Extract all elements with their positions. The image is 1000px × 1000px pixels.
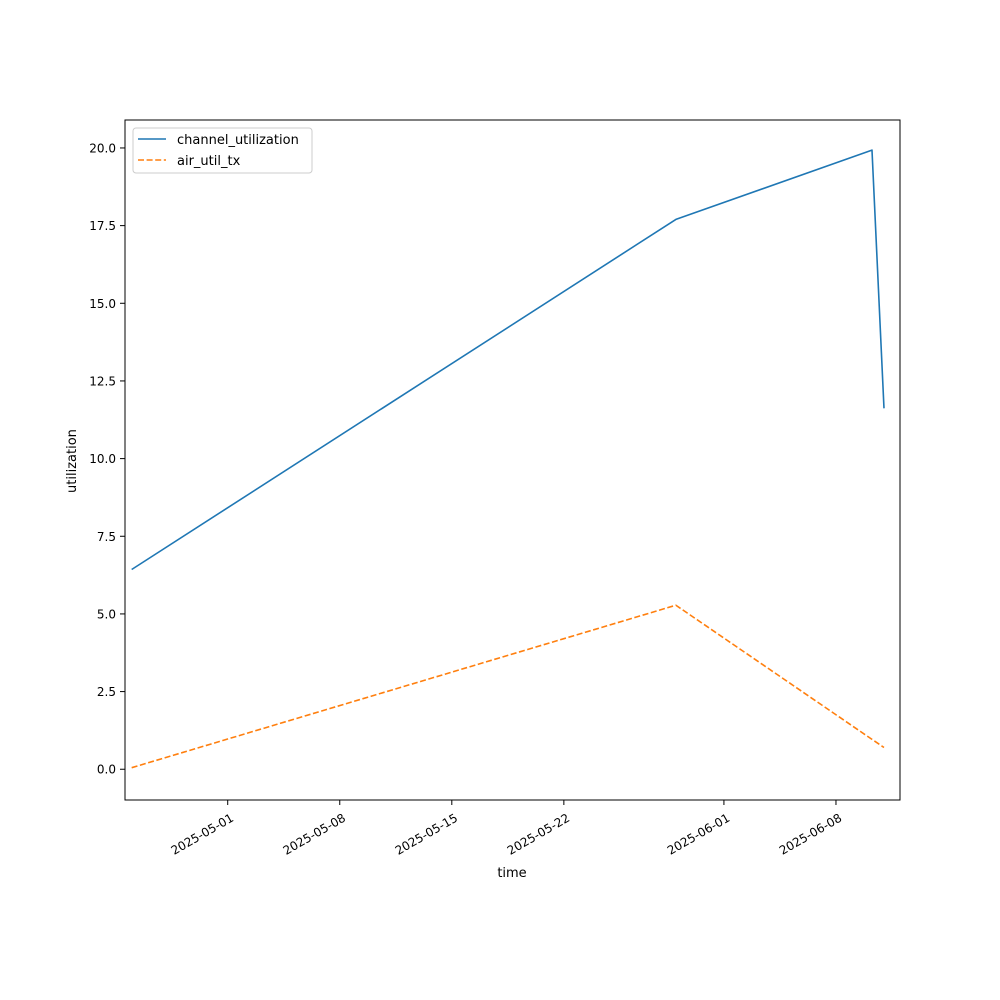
series-layer [131, 149, 885, 769]
y-tick-label: 15.0 [89, 297, 116, 311]
y-tick-label: 0.0 [97, 763, 116, 777]
y-tick-label: 12.5 [89, 374, 116, 388]
plot-frame [124, 119, 901, 801]
y-axis: 0.0 2.5 5.0 7.5 10.0 12.5 15.0 17.5 20.0 [89, 141, 125, 777]
legend-box [132, 127, 313, 174]
y-axis-title: utilization [65, 429, 80, 493]
legend: channel_utilization air_util_tx [132, 127, 313, 174]
x-axis-title: time [497, 866, 526, 881]
series-line-air-util-tx [131, 604, 885, 769]
y-tick-label: 20.0 [89, 141, 116, 155]
legend-label-channel-utilization: channel_utilization [177, 133, 299, 148]
y-tick-label: 2.5 [97, 685, 116, 699]
y-tick-label: 7.5 [97, 530, 116, 544]
legend-label-air-util-tx: air_util_tx [177, 154, 241, 169]
y-tick-label: 10.0 [89, 452, 116, 466]
y-tick-label: 17.5 [89, 219, 116, 233]
y-tick-label: 5.0 [97, 607, 116, 621]
series-line-channel-utilization [131, 149, 885, 571]
